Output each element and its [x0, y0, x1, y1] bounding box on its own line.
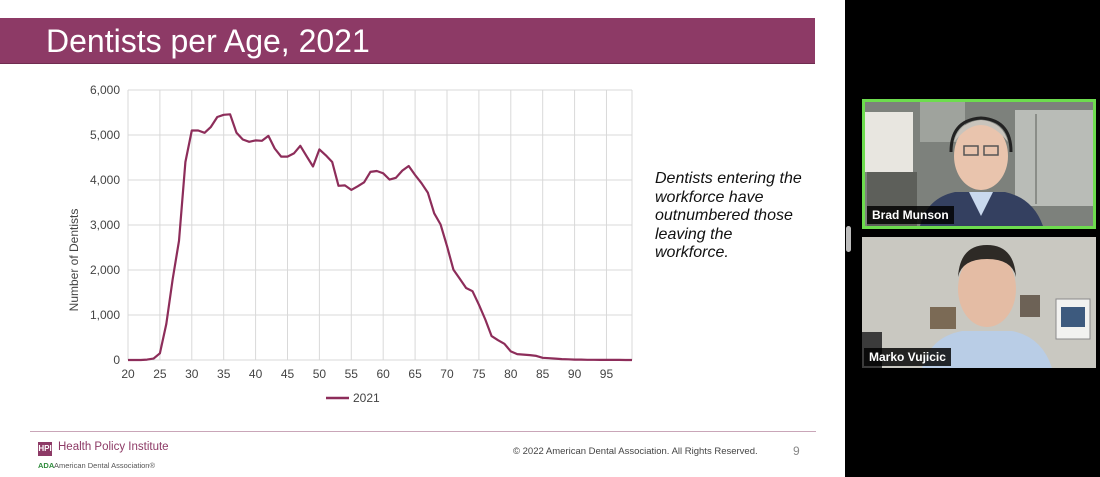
ada-logo: ADA — [38, 461, 55, 470]
y-tick-label: 4,000 — [90, 173, 120, 187]
org-name: Health Policy Institute — [58, 441, 169, 453]
x-tick-label: 65 — [408, 367, 422, 381]
y-axis-ticks: 0 1,000 2,000 3,000 4,000 5,000 6,000 — [90, 83, 120, 367]
x-tick-label: 30 — [185, 367, 199, 381]
slide-caption: Dentists entering the workforce have out… — [655, 170, 802, 261]
legend-label: 2021 — [353, 391, 380, 405]
participant-name: Marko Vujicic — [864, 348, 951, 366]
x-axis-ticks: 20 25 30 35 40 45 50 55 60 65 70 75 80 85 90 95 — [121, 367, 613, 381]
footer-divider — [30, 431, 816, 432]
x-tick-label: 95 — [600, 367, 614, 381]
copyright-notice: © 2022 American Dental Association. All … — [513, 446, 758, 457]
x-tick-label: 70 — [440, 367, 454, 381]
x-tick-label: 35 — [217, 367, 231, 381]
hpi-logo: HPI — [38, 442, 52, 456]
slide-page-number: 9 — [793, 444, 800, 458]
chart-legend: 2021 — [326, 391, 380, 405]
video-tile-marko-vujicic[interactable]: Marko Vujicic — [862, 237, 1096, 368]
x-tick-label: 45 — [281, 367, 295, 381]
x-tick-label: 60 — [377, 367, 391, 381]
title-bar: Dentists per Age, 2021 — [0, 18, 815, 64]
slide-title: Dentists per Age, 2021 — [46, 23, 370, 59]
y-tick-label: 3,000 — [90, 218, 120, 232]
panel-resize-handle[interactable] — [846, 226, 851, 252]
x-tick-label: 80 — [504, 367, 518, 381]
x-tick-label: 75 — [472, 367, 486, 381]
video-tile-brad-munson[interactable]: Brad Munson — [862, 99, 1096, 229]
x-tick-label: 40 — [249, 367, 263, 381]
x-tick-label: 55 — [345, 367, 359, 381]
y-axis-label: Number of Dentists — [67, 209, 81, 312]
x-tick-label: 50 — [313, 367, 327, 381]
y-tick-label: 6,000 — [90, 83, 120, 97]
x-tick-label: 90 — [568, 367, 582, 381]
y-tick-label: 2,000 — [90, 263, 120, 277]
x-tick-label: 20 — [121, 367, 135, 381]
dentists-per-age-chart: 0 1,000 2,000 3,000 4,000 5,000 6,000 20 25 30 35… — [67, 83, 633, 405]
x-tick-label: 85 — [536, 367, 550, 381]
participant-video — [865, 102, 1093, 226]
x-tick-label: 25 — [153, 367, 167, 381]
y-tick-label: 1,000 — [90, 308, 120, 322]
participant-video — [862, 237, 1096, 368]
series-line-2021 — [128, 113, 632, 362]
y-tick-label: 5,000 — [90, 128, 120, 142]
chart-series — [128, 113, 632, 362]
chart-gridlines — [127, 89, 633, 361]
y-tick-label: 0 — [113, 353, 120, 367]
participant-name: Brad Munson — [867, 206, 954, 224]
ada-name: American Dental Association® — [54, 461, 155, 470]
presentation-slide: Dentists per Age, 2021 0 1,000 2,000 3,000 4… — [0, 0, 845, 477]
